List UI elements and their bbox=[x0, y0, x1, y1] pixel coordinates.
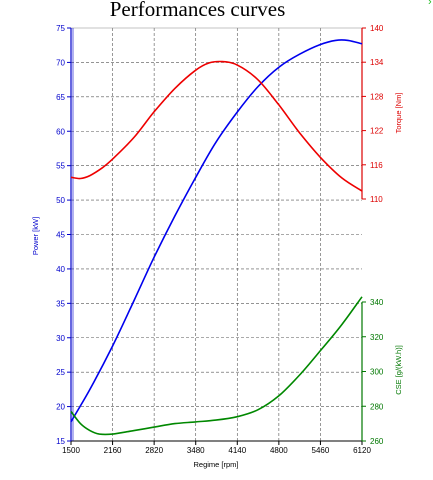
power-tick-label: 35 bbox=[56, 299, 65, 308]
power-tick-label: 15 bbox=[56, 437, 65, 446]
series-lines bbox=[70, 39, 363, 436]
cse-tick-label: 280 bbox=[370, 402, 384, 411]
torque-tick-label: 116 bbox=[370, 161, 383, 170]
torque-tick-label: 110 bbox=[370, 195, 383, 204]
torque-tick-label: 134 bbox=[370, 58, 384, 67]
power-tick-label: 55 bbox=[56, 162, 65, 171]
cse-tick-label: 340 bbox=[370, 298, 384, 307]
x-tick-label: 5460 bbox=[312, 446, 330, 455]
cse-tick-label: 300 bbox=[370, 368, 384, 377]
torque-tick-label: 140 bbox=[370, 24, 384, 33]
power-curve bbox=[70, 39, 363, 423]
x-tick-label: 4140 bbox=[228, 446, 246, 455]
torque-tick-label: 128 bbox=[370, 92, 384, 101]
power-tick-label: 65 bbox=[56, 93, 65, 102]
cse-axis-label: CSE [g/(kW.h)] bbox=[394, 345, 403, 395]
power-tick-label: 50 bbox=[56, 196, 65, 205]
cse-curve bbox=[70, 296, 363, 436]
cse-tick-label: 320 bbox=[370, 333, 384, 342]
torque-tick-label: 122 bbox=[370, 127, 384, 136]
torque-axis-label: Torque [Nm] bbox=[394, 93, 403, 134]
x-tick-label: 3480 bbox=[187, 446, 205, 455]
power-tick-label: 20 bbox=[56, 403, 65, 412]
power-tick-label: 25 bbox=[56, 368, 65, 377]
x-axis-label: Regime [rpm] bbox=[193, 460, 238, 469]
power-tick-label: 30 bbox=[56, 334, 65, 343]
axis-labels: Regime [rpm] Power [kW] Torque [Nm] CSE … bbox=[31, 93, 403, 469]
x-tick-label: 4800 bbox=[270, 446, 288, 455]
power-axis-label: Power [kW] bbox=[31, 217, 40, 255]
grid bbox=[71, 28, 362, 441]
power-tick-label: 75 bbox=[56, 24, 65, 33]
power-tick-label: 70 bbox=[56, 58, 65, 67]
power-tick-label: 45 bbox=[56, 231, 65, 240]
power-tick-label: 60 bbox=[56, 127, 65, 136]
x-tick-label: 1500 bbox=[62, 446, 80, 455]
x-tick-label: 6120 bbox=[353, 446, 371, 455]
corner-arrow-icon: › bbox=[428, 0, 432, 8]
axes: 1500 2160 2820 3480 4140 4800 5460 6120 15 20 25 30… bbox=[56, 24, 384, 455]
x-tick-label: 2820 bbox=[145, 446, 163, 455]
chart-title: Performances curves bbox=[109, 0, 286, 21]
power-tick-label: 40 bbox=[56, 265, 65, 274]
cse-tick-label: 260 bbox=[370, 437, 384, 446]
torque-curve bbox=[70, 60, 363, 192]
x-tick-label: 2160 bbox=[104, 446, 122, 455]
